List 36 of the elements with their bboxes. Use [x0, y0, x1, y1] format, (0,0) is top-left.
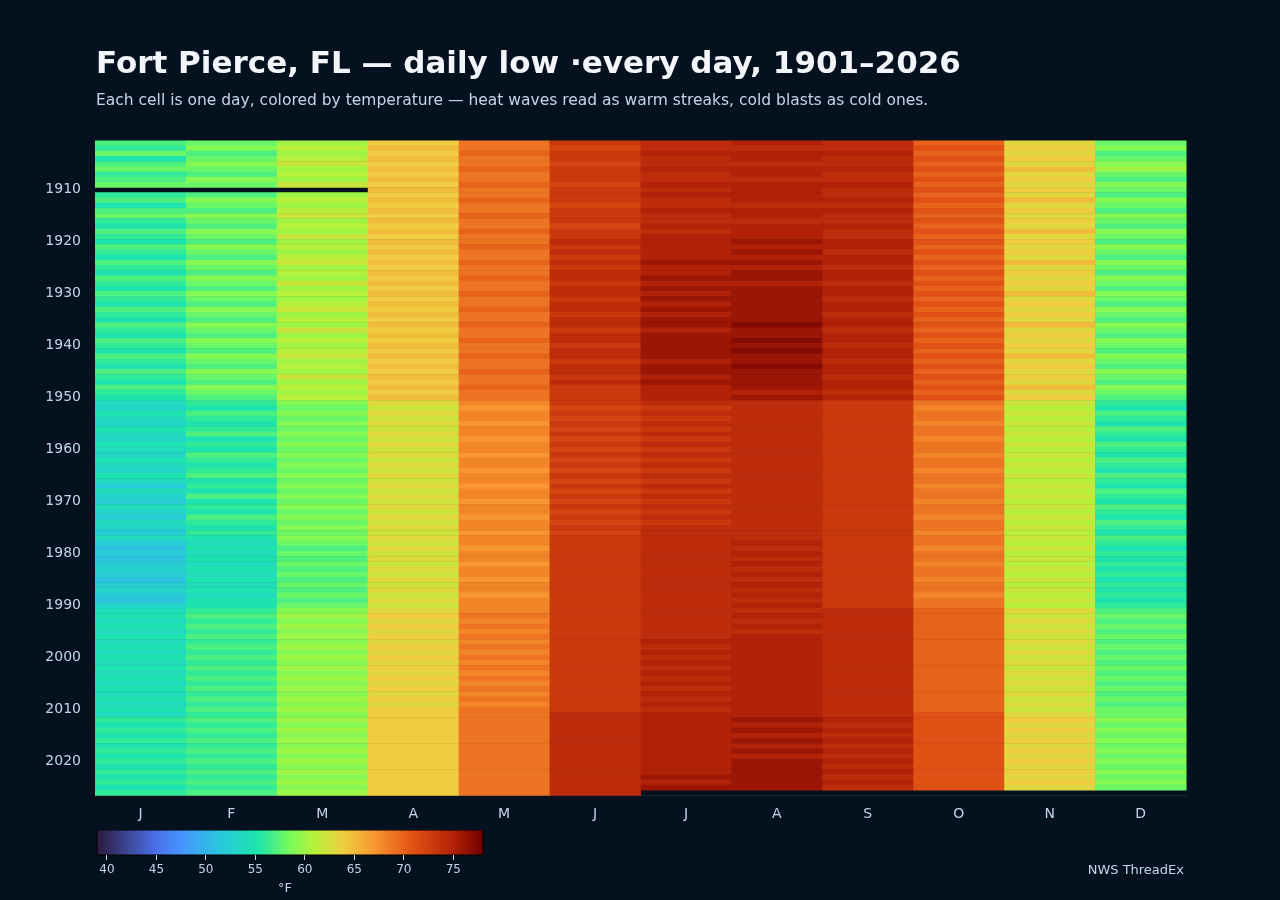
y-tick-label: 2010 — [45, 700, 81, 717]
y-tick-label: 1910 — [45, 180, 81, 197]
y-tick-label: 1960 — [45, 440, 81, 457]
color-bar-label: 50 — [198, 862, 214, 877]
color-bar-label: 40 — [99, 862, 115, 877]
x-tick-label: M — [498, 805, 511, 822]
x-tick-label: F — [227, 805, 236, 822]
chart-title: Fort Pierce, FL — daily low ·every day, 1901–2026 — [96, 44, 961, 80]
color-bar-label: 65 — [346, 862, 362, 877]
x-tick-label: J — [682, 805, 689, 822]
chart-subtitle: Each cell is one day, colored by temperature — heat waves read as warm streaks, cold blasts as cold ones. — [96, 91, 929, 109]
x-tick-label: O — [953, 805, 965, 822]
color-bar-label: 75 — [445, 862, 461, 877]
y-tick-label: 2000 — [45, 648, 81, 665]
y-tick-label: 1940 — [45, 336, 81, 353]
color-bar-label: 60 — [297, 862, 313, 877]
x-tick-label: M — [316, 805, 329, 822]
x-tick-label: S — [863, 805, 873, 822]
y-tick-label: 1920 — [45, 232, 81, 249]
x-tick-label: J — [137, 805, 143, 822]
color-bar-label: 55 — [247, 862, 263, 877]
y-tick-label: 1930 — [45, 284, 81, 301]
y-tick-label: 1970 — [45, 492, 81, 509]
x-tick-label: D — [1135, 805, 1146, 822]
x-tick-label: J — [591, 805, 598, 822]
y-tick-label: 2020 — [45, 752, 81, 769]
y-tick-label: 1950 — [45, 388, 81, 405]
y-tick-label: 1990 — [45, 596, 81, 613]
y-tick-label: 1980 — [45, 544, 81, 561]
x-tick-label: A — [772, 805, 783, 822]
x-tick-label: N — [1044, 805, 1055, 822]
color-bar-label: 45 — [148, 862, 165, 877]
color-bar-label: 70 — [396, 862, 412, 877]
text: NWS ThreadEx — [1087, 862, 1184, 877]
color-bar-title: °F — [278, 880, 292, 895]
x-tick-label: A — [408, 805, 419, 822]
